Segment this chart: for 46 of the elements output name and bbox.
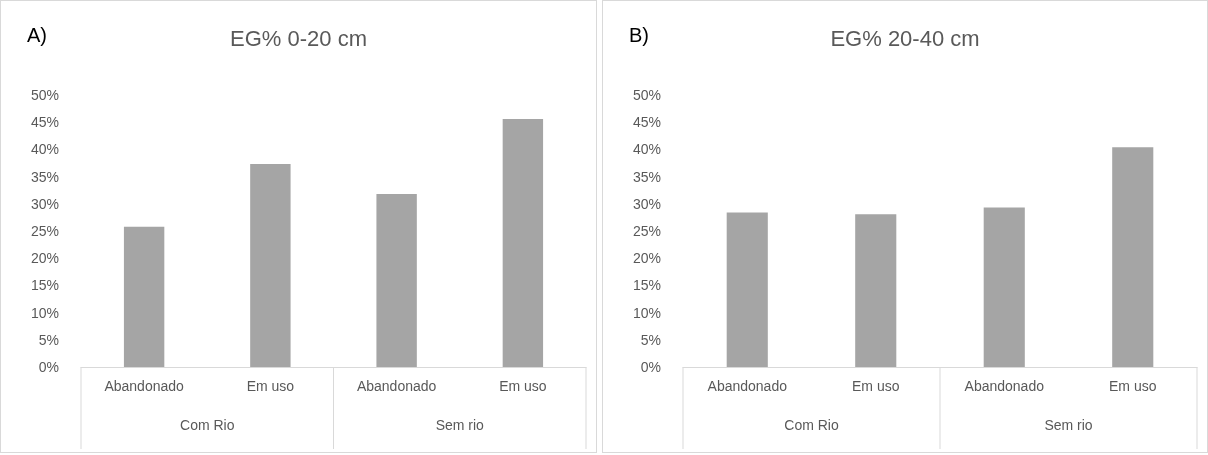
y-tick-label: 25% [30,223,59,239]
chart-title: EG% 20-40 cm [830,25,980,51]
text: Sem rio [1044,417,1093,433]
y-tick-label: 15% [30,277,59,294]
y-tick-label: 20% [632,250,661,267]
bar [983,207,1025,367]
y-tick-label: 0% [640,359,661,375]
y-tick-label: 50% [30,87,59,103]
y-tick-label: 15% [632,277,661,294]
y-tick-label: 20% [30,250,59,267]
y-tick-label: 50% [632,87,661,103]
text: Com Rio [180,417,235,433]
y-tick-label: 30% [30,195,59,212]
y-tick-label: 0% [38,359,59,375]
y-tick-label: 35% [30,168,59,185]
y-tick-label: 25% [632,223,661,239]
x-tick-label: Abandonado [707,378,788,394]
x-tick-label: Abandonado [104,378,185,394]
bar [1112,147,1154,367]
y-tick-label: 5% [38,331,59,348]
text: Sem rio [435,417,485,433]
x-tick-label: Em uso [246,378,295,394]
bar [123,226,165,367]
y-tick-label: 30% [632,195,661,212]
text: B) [629,24,649,46]
y-tick-label: 45% [30,114,59,131]
text: Com Rio [784,417,839,433]
text: A) [27,24,47,46]
y-tick-label: 5% [640,331,661,348]
x-tick-label: Abandonado [964,378,1045,394]
y-tick-label: 45% [632,114,661,131]
x-tick-label: Em uso [1109,378,1157,394]
bar [855,214,897,367]
y-tick-label: 10% [30,304,59,321]
y-tick-label: 10% [632,304,661,321]
bar [376,194,417,367]
bar [250,164,291,367]
y-tick-label: 35% [632,168,661,185]
bar [502,118,544,367]
y-tick-label: 40% [632,141,661,158]
x-tick-label: Em uso [499,378,547,394]
x-tick-label: Abandonado [356,378,437,394]
chart-title: EG% 0-20 cm [230,25,367,51]
x-tick-label: Em uso [852,378,900,394]
y-tick-label: 40% [30,141,59,158]
bar [726,212,768,367]
